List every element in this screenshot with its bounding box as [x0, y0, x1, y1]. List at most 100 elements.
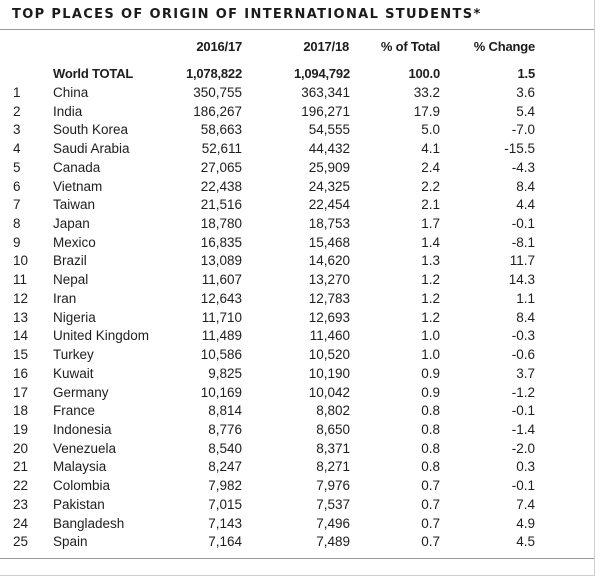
- total-year1: 1,078,822: [185, 66, 242, 81]
- rank-cell: 11: [13, 272, 28, 288]
- country-cell: Kuwait: [53, 365, 94, 381]
- table-row: 25 Spain 7,164 7,489 0.7 4.5: [0, 533, 595, 552]
- country-cell: China: [53, 85, 89, 100]
- change-cell: 3.6: [516, 85, 535, 100]
- table-row: 18 France 8,814 8,802 0.8 -0.1: [0, 402, 595, 421]
- pct-cell: 17.9: [413, 103, 440, 119]
- year2-cell: 54,555: [308, 122, 350, 138]
- change-cell: -2.0: [511, 440, 535, 456]
- year2-cell: 10,042: [308, 384, 350, 400]
- table-row: 5 Canada 27,065 25,909 2.4 -4.3: [0, 159, 595, 178]
- year1-cell: 16,835: [200, 234, 242, 250]
- year2-cell: 7,537: [316, 496, 350, 512]
- table-row: 7 Taiwan 21,516 22,454 2.1 4.4: [0, 196, 595, 215]
- country-cell: South Korea: [53, 122, 129, 138]
- change-cell: -4.3: [511, 159, 535, 175]
- header-percent-of-total: % of Total: [380, 39, 440, 54]
- table-title: TOP PLACES OF ORIGIN OF INTERNATIONAL ST…: [12, 7, 482, 22]
- change-cell: -8.1: [511, 234, 535, 250]
- year1-cell: 7,982: [208, 478, 242, 494]
- country-cell: Colombia: [53, 478, 111, 494]
- rank-cell: 6: [13, 178, 21, 194]
- year1-cell: 8,247: [208, 459, 242, 475]
- rank-cell: 1: [13, 85, 21, 100]
- year1-cell: 13,089: [200, 253, 242, 269]
- change-cell: 0.3: [516, 459, 535, 475]
- year2-cell: 13,270: [308, 272, 350, 288]
- country-cell: Nigeria: [53, 309, 96, 325]
- rank-cell: 25: [13, 534, 29, 550]
- change-cell: 14.3: [508, 272, 535, 288]
- change-cell: 4.4: [516, 197, 535, 213]
- pct-cell: 0.7: [421, 534, 440, 550]
- table-row: 13 Nigeria 11,710 12,693 1.2 8.4: [0, 309, 595, 328]
- year1-cell: 11,489: [201, 328, 242, 344]
- pct-cell: 0.7: [421, 515, 440, 531]
- year2-cell: 363,341: [301, 85, 350, 100]
- year2-cell: 7,496: [316, 515, 350, 531]
- world-total-row: World TOTAL 1,078,822 1,094,792 100.0 1.…: [0, 65, 595, 84]
- change-cell: 8.4: [516, 178, 535, 194]
- year1-cell: 7,143: [208, 515, 242, 531]
- change-cell: -1.4: [511, 421, 535, 437]
- table-row: 21 Malaysia 8,247 8,271 0.8 0.3: [0, 458, 595, 477]
- country-cell: Spain: [53, 534, 88, 550]
- country-cell: Brazil: [53, 253, 87, 269]
- pct-cell: 0.7: [421, 496, 440, 512]
- country-cell: Saudi Arabia: [53, 141, 130, 157]
- change-cell: -0.1: [511, 478, 535, 494]
- pct-cell: 1.2: [421, 309, 440, 325]
- country-cell: Japan: [53, 216, 90, 232]
- year2-cell: 7,976: [316, 478, 350, 494]
- total-change: 1.5: [517, 66, 536, 81]
- table-row: 2 India 186,267 196,271 17.9 5.4: [0, 103, 595, 122]
- year1-cell: 11,710: [201, 309, 242, 325]
- rank-cell: 20: [13, 440, 29, 456]
- rank-cell: 22: [13, 478, 29, 494]
- table-row: 1 China 350,755 363,341 33.2 3.6: [0, 84, 595, 103]
- year1-cell: 21,516: [200, 197, 242, 213]
- pct-cell: 0.9: [421, 365, 440, 381]
- rank-cell: 24: [13, 515, 29, 531]
- rank-cell: 2: [13, 103, 21, 119]
- change-cell: -0.1: [511, 216, 535, 232]
- year1-cell: 10,169: [200, 384, 242, 400]
- header-year-2016-17: 2016/17: [196, 39, 242, 54]
- table-row: 6 Vietnam 22,438 24,325 2.2 8.4: [0, 178, 595, 197]
- change-cell: -1.2: [511, 384, 535, 400]
- rank-cell: 14: [13, 328, 29, 344]
- year2-cell: 11,460: [309, 328, 350, 344]
- change-cell: 4.9: [516, 515, 535, 531]
- table-row: 14 United Kingdom 11,489 11,460 1.0 -0.3: [0, 327, 595, 346]
- table-row: 20 Venezuela 8,540 8,371 0.8 -2.0: [0, 440, 595, 459]
- rank-cell: 17: [13, 384, 29, 400]
- pct-cell: 0.8: [421, 403, 440, 419]
- rank-cell: 13: [13, 309, 29, 325]
- country-cell: United Kingdom: [53, 328, 150, 344]
- country-cell: Indonesia: [53, 421, 112, 437]
- change-cell: 3.7: [516, 365, 535, 381]
- pct-cell: 0.9: [421, 384, 440, 400]
- year1-cell: 11,607: [201, 272, 242, 288]
- year1-cell: 8,814: [208, 403, 242, 419]
- year2-cell: 196,271: [301, 103, 350, 119]
- country-cell: France: [53, 403, 96, 419]
- table-row: 19 Indonesia 8,776 8,650 0.8 -1.4: [0, 421, 595, 440]
- rank-cell: 4: [13, 141, 21, 157]
- pct-cell: 1.4: [421, 234, 440, 250]
- year1-cell: 7,015: [208, 496, 242, 512]
- table-row: 23 Pakistan 7,015 7,537 0.7 7.4: [0, 496, 595, 515]
- table-row: 9 Mexico 16,835 15,468 1.4 -8.1: [0, 234, 595, 253]
- pct-cell: 2.4: [421, 159, 440, 175]
- pct-cell: 33.2: [413, 85, 440, 100]
- rank-cell: 5: [13, 159, 21, 175]
- year2-cell: 24,325: [308, 178, 350, 194]
- country-cell: India: [53, 103, 83, 119]
- year1-cell: 9,825: [208, 365, 242, 381]
- rank-cell: 8: [13, 216, 21, 232]
- change-cell: 7.4: [516, 496, 535, 512]
- year2-cell: 8,271: [316, 459, 350, 475]
- change-cell: 11.7: [509, 253, 535, 269]
- pct-cell: 0.7: [421, 478, 440, 494]
